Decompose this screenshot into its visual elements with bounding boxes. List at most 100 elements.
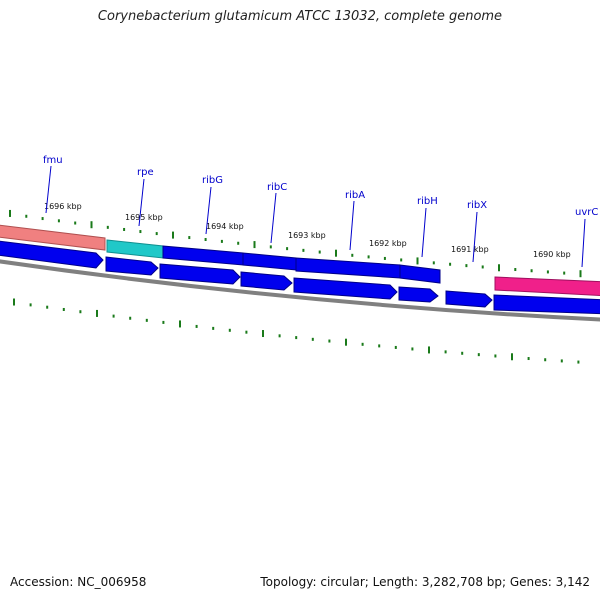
minor-tick: [228, 328, 231, 332]
minor-tick: [577, 360, 580, 364]
minor-tick: [25, 214, 28, 218]
minor-tick: [195, 324, 198, 328]
leader-line-fmu: [45, 165, 52, 214]
minor-tick: [269, 245, 272, 249]
minor-tick: [212, 326, 215, 330]
major-tick: [416, 257, 419, 265]
minor-tick: [494, 354, 497, 358]
gene-label-uvrC[interactable]: uvrC: [575, 207, 598, 218]
gene-arrow-7[interactable]: [445, 290, 493, 308]
minor-tick: [378, 344, 381, 348]
gene-ribG[interactable]: [162, 245, 244, 266]
minor-tick: [112, 314, 115, 318]
major-tick: [579, 270, 582, 278]
major-tick: [90, 221, 93, 229]
leader-line-ribG: [205, 186, 212, 235]
kbp-label: 1690 kbp: [533, 250, 571, 259]
minor-tick: [465, 264, 468, 268]
gene-label-ribG[interactable]: ribG: [202, 175, 223, 186]
major-tick: [428, 346, 430, 354]
leader-line-ribH: [421, 207, 427, 258]
minor-tick: [318, 250, 321, 254]
minor-tick: [245, 330, 248, 334]
gene-fmu[interactable]: [0, 224, 106, 251]
gene-label-ribC[interactable]: ribC: [267, 182, 287, 193]
minor-tick: [123, 227, 126, 231]
gene-arrow-8[interactable]: [493, 294, 600, 315]
major-tick: [345, 338, 347, 346]
minor-tick: [361, 342, 364, 346]
gene-ribA[interactable]: [295, 257, 401, 279]
minor-tick: [544, 358, 547, 362]
minor-tick: [530, 269, 533, 273]
leader-line-ribC: [270, 192, 277, 244]
minor-tick: [46, 305, 49, 309]
minor-tick: [411, 347, 414, 351]
gene-label-ribH[interactable]: ribH: [417, 196, 438, 207]
minor-tick: [237, 241, 240, 245]
inner-tick-ring: [13, 298, 580, 364]
minor-tick: [220, 239, 223, 243]
leader-line-uvrC: [581, 218, 586, 268]
gene-uvrC[interactable]: [494, 276, 600, 296]
minor-tick: [560, 359, 563, 363]
minor-tick: [204, 237, 207, 241]
gene-label-fmu[interactable]: fmu: [43, 155, 63, 166]
major-tick: [9, 209, 11, 217]
gene-arrow-5[interactable]: [293, 277, 398, 300]
minor-tick: [188, 236, 191, 240]
gene-arrow-3[interactable]: [159, 263, 241, 285]
gene-ribC[interactable]: [242, 252, 297, 271]
kbp-label: 1694 kbp: [206, 222, 244, 231]
gene-arrow-2[interactable]: [105, 256, 159, 276]
minor-tick: [145, 318, 148, 322]
minor-tick: [351, 253, 354, 257]
map-title: Corynebacterium glutamicum ATCC 13032, c…: [97, 9, 503, 24]
minor-tick: [139, 230, 142, 234]
minor-tick: [367, 255, 370, 259]
minor-tick: [477, 353, 480, 357]
minor-tick: [444, 350, 447, 354]
major-tick: [498, 264, 500, 272]
leader-line-ribA: [349, 200, 355, 251]
minor-tick: [129, 316, 132, 320]
gene-ribH[interactable]: [399, 264, 441, 284]
minor-tick: [546, 270, 549, 274]
minor-tick: [432, 261, 435, 265]
minor-tick: [481, 265, 484, 269]
kbp-label: 1691 kbp: [451, 245, 489, 254]
minor-tick: [328, 339, 331, 343]
kbp-label: 1696 kbp: [44, 202, 82, 211]
minor-tick: [62, 307, 65, 311]
minor-tick: [449, 262, 452, 266]
gene-arrow-6[interactable]: [398, 286, 439, 303]
leader-line-ribX: [472, 211, 478, 263]
major-tick: [262, 330, 264, 338]
kbp-label: 1695 kbp: [125, 213, 163, 222]
minor-tick: [563, 271, 566, 275]
minor-tick: [295, 336, 298, 340]
minor-tick: [29, 303, 32, 307]
minor-tick: [57, 219, 60, 223]
minor-tick: [286, 247, 289, 251]
minor-tick: [394, 345, 397, 349]
gene-label-ribA[interactable]: ribA: [345, 190, 365, 201]
minor-tick: [461, 351, 464, 355]
minor-tick: [514, 268, 517, 272]
gene-label-ribX[interactable]: ribX: [467, 200, 487, 211]
minor-tick: [155, 232, 158, 236]
gene-arrow-4[interactable]: [240, 271, 293, 291]
major-tick: [253, 241, 256, 249]
genome-backbone: [0, 259, 600, 322]
major-tick: [172, 231, 174, 239]
kbp-label: 1693 kbp: [288, 231, 326, 240]
gene-label-rpe[interactable]: rpe: [137, 167, 154, 178]
major-tick: [335, 249, 337, 257]
leader-line-rpe: [138, 178, 145, 227]
gene-rpe[interactable]: [106, 239, 164, 259]
major-tick: [13, 298, 15, 306]
gene-arrow-1[interactable]: [0, 240, 104, 269]
minor-tick: [278, 334, 281, 338]
minor-tick: [311, 337, 314, 341]
